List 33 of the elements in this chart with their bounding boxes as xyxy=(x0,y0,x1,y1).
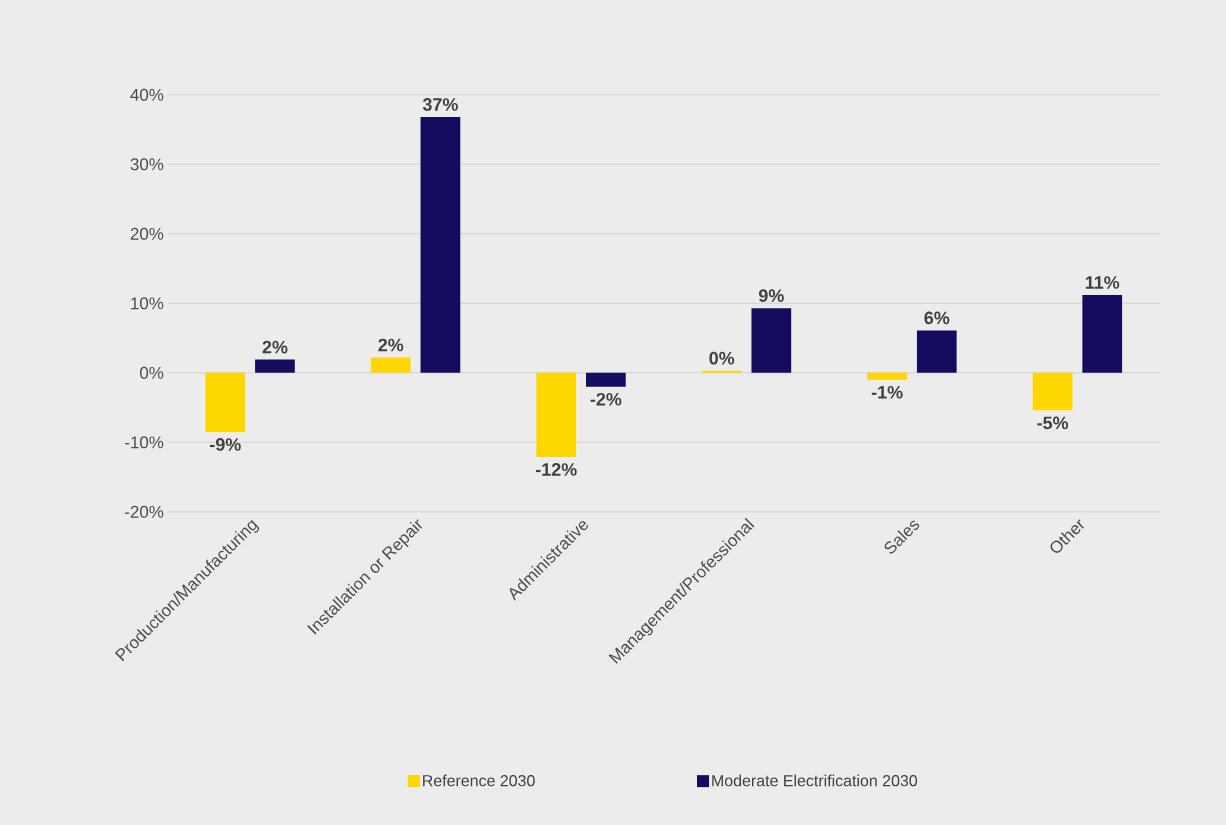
y-tick-label: -20% xyxy=(125,505,164,518)
data-label: -5% xyxy=(1037,416,1069,430)
bar xyxy=(867,372,907,380)
bar xyxy=(701,370,742,373)
data-label: 0% xyxy=(709,351,735,365)
data-label: 37% xyxy=(422,98,458,111)
legend-label: Reference 2030 xyxy=(423,774,535,787)
bar xyxy=(370,357,411,373)
bar xyxy=(751,308,792,373)
data-label: 9% xyxy=(758,289,784,302)
bar xyxy=(586,372,626,387)
bar xyxy=(536,372,577,457)
bar xyxy=(255,359,295,373)
bar xyxy=(1032,372,1073,411)
data-label: -1% xyxy=(871,385,903,399)
y-tick-label: 40% xyxy=(130,88,164,101)
legend-label: Moderate Electrification 2030 xyxy=(712,774,918,787)
bar xyxy=(420,116,461,373)
y-tick-label: 20% xyxy=(130,227,164,240)
data-label: 6% xyxy=(924,311,950,325)
data-label: 11% xyxy=(1085,276,1120,289)
y-tick-label: 10% xyxy=(131,297,164,310)
data-label: 2% xyxy=(378,338,404,352)
data-label: 2% xyxy=(262,340,288,354)
data-label: -12% xyxy=(535,463,577,476)
bar xyxy=(1082,294,1123,373)
data-label: -9% xyxy=(210,438,241,451)
data-label: -2% xyxy=(590,392,622,406)
bar xyxy=(916,330,957,373)
y-tick-label: -10% xyxy=(125,436,164,449)
y-tick-label: 0% xyxy=(140,366,164,379)
y-tick-label: 30% xyxy=(130,158,164,171)
bar xyxy=(205,372,246,432)
